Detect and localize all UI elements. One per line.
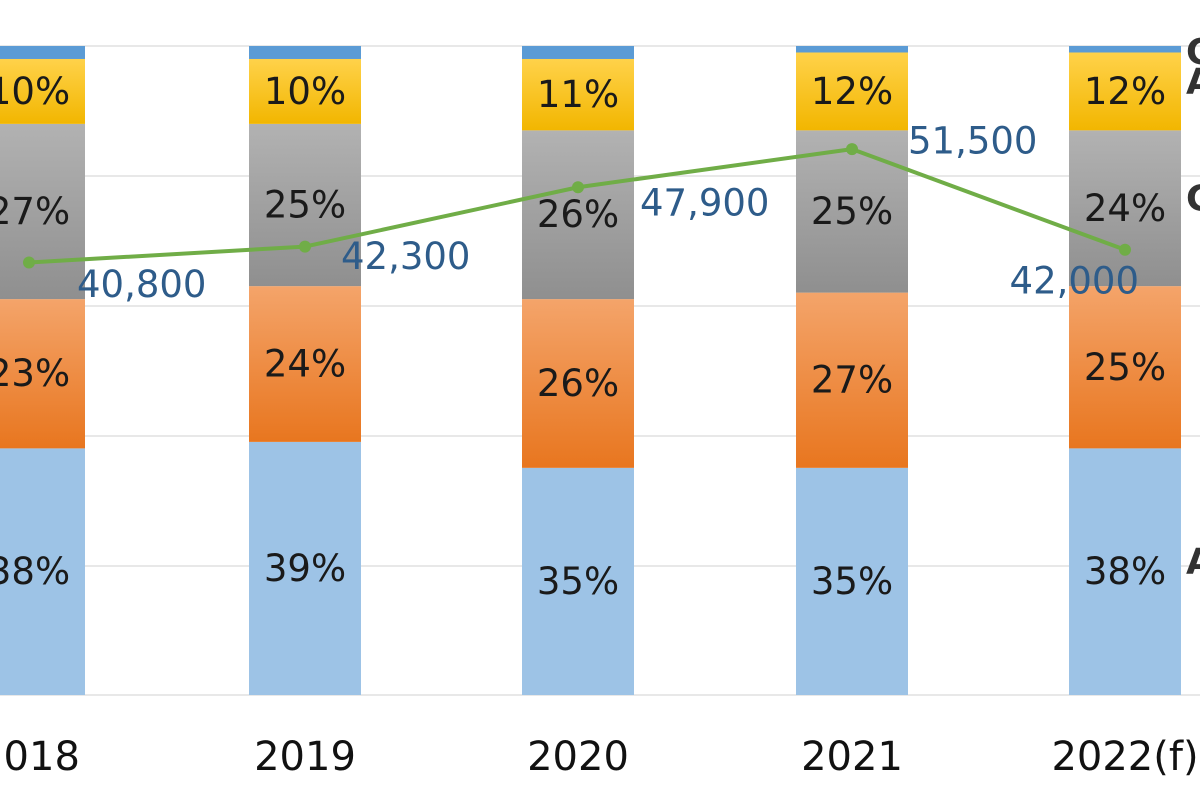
bar-segment-2018-s3 (0, 58, 85, 124)
bar-segment-2018-s0 (0, 448, 85, 695)
bar-segment-2018-s2 (0, 123, 85, 300)
line-value-label-2: 47,900 (640, 182, 769, 225)
data-label-2018-s0: 38% (0, 550, 70, 593)
category-label-2021: 2021 (801, 734, 903, 780)
data-label-2022(f)-s2: 24% (1084, 187, 1166, 230)
bar-segment-2020-s1 (522, 299, 634, 468)
bar-segment-2022(f)-s1 (1069, 286, 1181, 449)
bar-segment-2020-s0 (522, 467, 634, 695)
legend-label-s2: G (1186, 178, 1200, 219)
data-label-2021-s3: 12% (811, 70, 893, 113)
bar-segment-2019-s2 (249, 123, 361, 287)
bar-segment-2019-s1 (249, 286, 361, 442)
data-label-2020-s0: 35% (537, 560, 619, 603)
bar-segment-2021-s2 (796, 130, 908, 293)
data-label-2019-s3: 10% (264, 70, 346, 113)
line-point-2 (572, 181, 584, 194)
legend-label-s0: A (1186, 542, 1200, 583)
bar-segment-2022(f)-s2 (1069, 130, 1181, 287)
bar-segment-2020-s2 (522, 130, 634, 300)
data-label-2021-s2: 25% (811, 190, 893, 233)
bar-segment-2021-s3 (796, 52, 908, 131)
category-label-2018: 2018 (0, 734, 80, 780)
line-point-3 (846, 143, 858, 156)
line-point-1 (299, 240, 311, 253)
bar-segment-2021-s0 (796, 467, 908, 695)
data-label-2018-s2: 27% (0, 190, 70, 233)
line-value-label-4: 42,000 (1010, 259, 1139, 302)
line-point-0 (23, 256, 35, 269)
line-value-label-0: 40,800 (77, 263, 206, 306)
line-value-label-3: 51,500 (908, 120, 1037, 163)
line-point-4 (1119, 243, 1131, 256)
bar-segment-2021-s4 (796, 46, 908, 53)
data-label-2020-s3: 11% (537, 73, 619, 116)
line-value-label-1: 42,300 (341, 235, 470, 278)
data-label-2021-s1: 27% (811, 359, 893, 402)
bar-segment-2019-s0 (249, 441, 361, 695)
bar-segment-2019-s3 (249, 58, 361, 124)
data-label-2018-s1: 23% (0, 352, 70, 395)
data-label-2020-s1: 26% (537, 362, 619, 405)
legend-label-s4: C (1186, 32, 1200, 73)
bar-segment-2019-s4 (249, 46, 361, 59)
bar-segment-2022(f)-s4 (1069, 46, 1181, 53)
legend-label-s3: A (1186, 61, 1200, 102)
data-label-2019-s0: 39% (264, 547, 346, 590)
category-label-2019: 2019 (254, 734, 356, 780)
data-label-2018-s3: 10% (0, 70, 70, 113)
category-label-2022(f): 2022(f) (1051, 734, 1198, 780)
bar-segment-2021-s1 (796, 292, 908, 468)
data-label-2022(f)-s1: 25% (1084, 346, 1166, 389)
data-label-2021-s0: 35% (811, 560, 893, 603)
bar-segment-2020-s3 (522, 58, 634, 131)
data-label-2019-s1: 24% (264, 343, 346, 386)
data-label-2019-s2: 25% (264, 184, 346, 227)
data-label-2022(f)-s3: 12% (1084, 70, 1166, 113)
bar-segment-2022(f)-s0 (1069, 448, 1181, 695)
bar-segment-2018-s1 (0, 299, 85, 449)
data-label-2020-s2: 26% (537, 193, 619, 236)
bar-segment-2018-s4 (0, 46, 85, 59)
bar-segment-2022(f)-s3 (1069, 52, 1181, 131)
bar-segment-2020-s4 (522, 46, 634, 59)
data-label-2022(f)-s0: 38% (1084, 550, 1166, 593)
category-label-2020: 2020 (527, 734, 629, 780)
